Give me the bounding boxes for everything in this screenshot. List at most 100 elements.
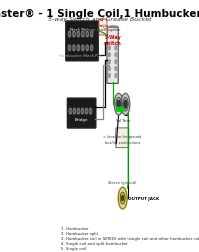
Circle shape	[73, 109, 75, 114]
Circle shape	[77, 46, 79, 51]
Circle shape	[69, 34, 70, 36]
Circle shape	[90, 45, 93, 52]
Circle shape	[85, 108, 88, 115]
Text: get soldered together: get soldered together	[86, 28, 120, 32]
Circle shape	[117, 101, 120, 109]
Circle shape	[85, 109, 87, 114]
Circle shape	[86, 32, 89, 38]
Circle shape	[78, 47, 79, 50]
Circle shape	[116, 98, 121, 112]
Circle shape	[77, 108, 80, 115]
Circle shape	[118, 187, 127, 209]
Text: 5-Way: 5-Way	[104, 35, 121, 40]
Circle shape	[122, 196, 124, 201]
Circle shape	[86, 110, 87, 113]
Circle shape	[77, 109, 79, 114]
Circle shape	[109, 60, 110, 65]
Circle shape	[89, 108, 92, 115]
Circle shape	[68, 46, 70, 51]
Circle shape	[109, 47, 110, 51]
Circle shape	[117, 108, 118, 112]
FancyBboxPatch shape	[99, 20, 107, 36]
Text: Red & white wires: Red & white wires	[89, 24, 117, 28]
Circle shape	[68, 33, 70, 37]
Circle shape	[90, 109, 92, 114]
Text: bus/for connections: bus/for connections	[104, 140, 140, 144]
Circle shape	[109, 54, 110, 57]
Circle shape	[73, 33, 75, 37]
Circle shape	[122, 108, 124, 112]
Circle shape	[91, 34, 92, 36]
Circle shape	[91, 47, 92, 50]
Circle shape	[120, 192, 125, 204]
Text: 5-way Switch and Grease Bucket: 5-way Switch and Grease Bucket	[48, 17, 151, 22]
Circle shape	[69, 47, 70, 50]
Text: = location for ground: = location for ground	[103, 134, 141, 138]
Circle shape	[82, 110, 83, 113]
Text: 1. Humbucker: 1. Humbucker	[61, 226, 89, 230]
Circle shape	[78, 110, 79, 113]
Circle shape	[74, 110, 75, 113]
Circle shape	[69, 109, 71, 114]
Circle shape	[81, 32, 84, 38]
Circle shape	[81, 108, 84, 115]
FancyBboxPatch shape	[67, 99, 96, 128]
Circle shape	[109, 74, 110, 78]
Circle shape	[82, 33, 84, 37]
Circle shape	[115, 74, 117, 78]
Text: Vol: Vol	[116, 118, 122, 122]
Circle shape	[73, 32, 75, 38]
Text: 2. Humbucker split: 2. Humbucker split	[61, 231, 98, 235]
Circle shape	[78, 34, 79, 36]
FancyBboxPatch shape	[116, 128, 129, 148]
Circle shape	[123, 98, 128, 112]
Circle shape	[69, 108, 72, 115]
Circle shape	[121, 94, 130, 116]
Circle shape	[81, 109, 83, 114]
Text: Neck Pickup: Neck Pickup	[70, 28, 94, 32]
Circle shape	[115, 67, 117, 71]
Circle shape	[73, 45, 75, 52]
Circle shape	[82, 46, 84, 51]
Circle shape	[77, 45, 80, 52]
Circle shape	[86, 46, 88, 51]
Text: Tone: Tone	[121, 118, 130, 122]
Circle shape	[73, 34, 74, 36]
Text: 5. Single coil: 5. Single coil	[61, 245, 86, 249]
Circle shape	[114, 94, 123, 116]
Circle shape	[82, 34, 83, 36]
Text: Sleeve (ground): Sleeve (ground)	[108, 180, 136, 184]
Text: Bridge: Bridge	[75, 117, 88, 121]
Text: OUTPUT JACK: OUTPUT JACK	[128, 196, 159, 200]
Circle shape	[70, 110, 71, 113]
Circle shape	[115, 60, 117, 65]
Text: switch: switch	[104, 41, 121, 46]
Circle shape	[91, 33, 93, 37]
FancyBboxPatch shape	[107, 28, 118, 84]
Circle shape	[109, 67, 110, 71]
Circle shape	[87, 47, 88, 50]
Circle shape	[91, 46, 93, 51]
Circle shape	[87, 34, 88, 36]
Circle shape	[81, 45, 84, 52]
Circle shape	[77, 33, 79, 37]
Text: 4. Single coil and split humbucker: 4. Single coil and split humbucker	[61, 241, 128, 245]
Circle shape	[90, 32, 93, 38]
Circle shape	[73, 47, 74, 50]
Circle shape	[86, 45, 89, 52]
Circle shape	[68, 45, 71, 52]
Circle shape	[115, 47, 117, 51]
FancyBboxPatch shape	[66, 22, 98, 61]
Circle shape	[68, 32, 71, 38]
Circle shape	[119, 108, 121, 112]
Circle shape	[77, 32, 80, 38]
Circle shape	[115, 54, 117, 57]
Circle shape	[73, 46, 75, 51]
Circle shape	[124, 101, 127, 109]
Circle shape	[82, 47, 83, 50]
Circle shape	[86, 33, 88, 37]
Text: Telecaster® - 1 Single Coil,1 Humbucker Neck: Telecaster® - 1 Single Coil,1 Humbucker …	[0, 9, 199, 19]
Text: Humbucker (Neck Pos.): Humbucker (Neck Pos.)	[59, 53, 105, 57]
Circle shape	[73, 108, 76, 115]
Circle shape	[90, 110, 91, 113]
